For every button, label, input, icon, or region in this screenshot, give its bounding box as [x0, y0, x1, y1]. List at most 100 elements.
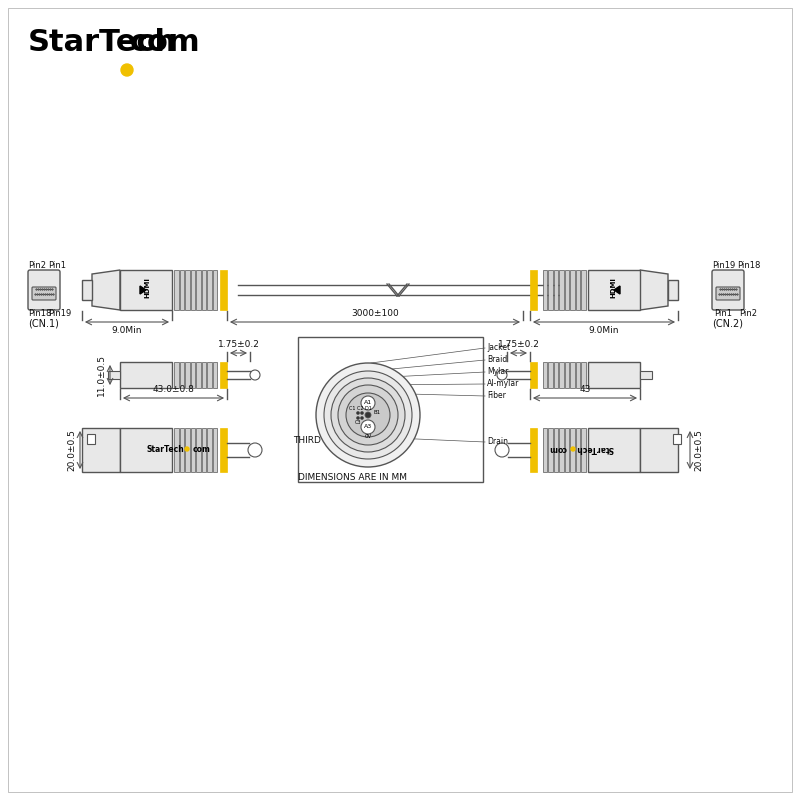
Bar [581, 270, 586, 310]
Bar [202, 428, 206, 472]
Bar [202, 362, 206, 388]
Bar [190, 362, 195, 388]
Text: Jacket: Jacket [487, 343, 510, 353]
Bar [548, 428, 553, 472]
Text: Pin2: Pin2 [739, 309, 757, 318]
Bar [570, 270, 574, 310]
Text: Drain: Drain [487, 438, 508, 446]
Text: B1: B1 [373, 410, 380, 415]
Bar [640, 428, 678, 472]
FancyBboxPatch shape [716, 287, 740, 300]
Bar [588, 270, 640, 310]
Text: com: com [549, 445, 567, 454]
Circle shape [365, 412, 371, 418]
Text: 0V: 0V [364, 434, 372, 438]
Bar [120, 362, 172, 388]
Text: Pin1: Pin1 [714, 309, 732, 318]
Bar [542, 428, 547, 472]
Bar [207, 270, 211, 310]
Text: Pin2: Pin2 [28, 261, 46, 270]
Bar [570, 362, 574, 388]
Text: C3: C3 [354, 420, 362, 425]
Text: Pin19: Pin19 [712, 261, 735, 270]
Circle shape [338, 385, 398, 445]
Polygon shape [614, 286, 620, 294]
Bar [213, 362, 217, 388]
Bar [575, 270, 580, 310]
Bar [542, 270, 547, 310]
Bar [554, 270, 558, 310]
Circle shape [346, 393, 390, 437]
Bar [575, 428, 580, 472]
Text: com: com [130, 28, 201, 57]
Circle shape [361, 420, 375, 434]
Bar [202, 270, 206, 310]
Bar [565, 428, 569, 472]
Text: 43: 43 [579, 385, 590, 394]
Polygon shape [140, 286, 146, 294]
Text: Al-mylar: Al-mylar [487, 379, 519, 389]
Bar [213, 428, 217, 472]
Circle shape [357, 417, 359, 419]
Circle shape [361, 417, 363, 419]
Bar [575, 362, 580, 388]
Polygon shape [640, 270, 668, 310]
Text: (CN.1): (CN.1) [29, 319, 59, 329]
Text: Pin18: Pin18 [28, 309, 51, 318]
Bar [640, 371, 652, 379]
Bar [588, 362, 640, 388]
Text: 20.0±0.5: 20.0±0.5 [67, 429, 76, 471]
Circle shape [571, 447, 575, 451]
Circle shape [331, 378, 405, 452]
Bar [179, 270, 184, 310]
Bar [196, 428, 201, 472]
Bar [673, 434, 681, 444]
Circle shape [316, 363, 420, 467]
Bar [581, 362, 586, 388]
Bar [190, 428, 195, 472]
Bar [108, 371, 120, 379]
Bar [559, 362, 563, 388]
Bar [542, 362, 547, 388]
Text: A1: A1 [364, 401, 372, 406]
Circle shape [357, 411, 359, 414]
Bar [565, 362, 569, 388]
Bar [548, 362, 553, 388]
Text: 11.0±0.5: 11.0±0.5 [97, 354, 106, 396]
Bar [213, 270, 217, 310]
Bar [196, 270, 201, 310]
Text: 3000±100: 3000±100 [351, 309, 399, 318]
Bar [207, 428, 211, 472]
Text: Fiber: Fiber [487, 391, 506, 401]
Bar [185, 428, 190, 472]
Text: Pin18: Pin18 [737, 261, 760, 270]
Circle shape [248, 443, 262, 457]
Text: HDMI: HDMI [610, 278, 616, 298]
Text: DIMENSIONS ARE IN MM: DIMENSIONS ARE IN MM [298, 473, 407, 482]
Bar [565, 270, 569, 310]
Circle shape [495, 443, 509, 457]
Bar [220, 428, 227, 472]
Circle shape [497, 370, 507, 380]
Bar [120, 428, 172, 472]
Circle shape [250, 370, 260, 380]
Bar [220, 362, 227, 388]
Bar [559, 270, 563, 310]
Bar [174, 362, 178, 388]
FancyBboxPatch shape [28, 270, 60, 310]
Text: StarTech: StarTech [28, 28, 177, 57]
Text: THIRD ANGLE PROJECTION: THIRD ANGLE PROJECTION [294, 436, 413, 445]
Bar [588, 428, 640, 472]
Bar [174, 428, 178, 472]
Bar [185, 270, 190, 310]
Bar [570, 428, 574, 472]
Bar [120, 270, 172, 310]
Bar [190, 270, 195, 310]
Bar [530, 270, 537, 310]
Bar [581, 428, 586, 472]
Text: 9.0Min: 9.0Min [589, 326, 619, 335]
Text: 1.75±0.2: 1.75±0.2 [218, 340, 259, 349]
Bar [179, 428, 184, 472]
Bar [82, 280, 92, 300]
Bar [179, 362, 184, 388]
